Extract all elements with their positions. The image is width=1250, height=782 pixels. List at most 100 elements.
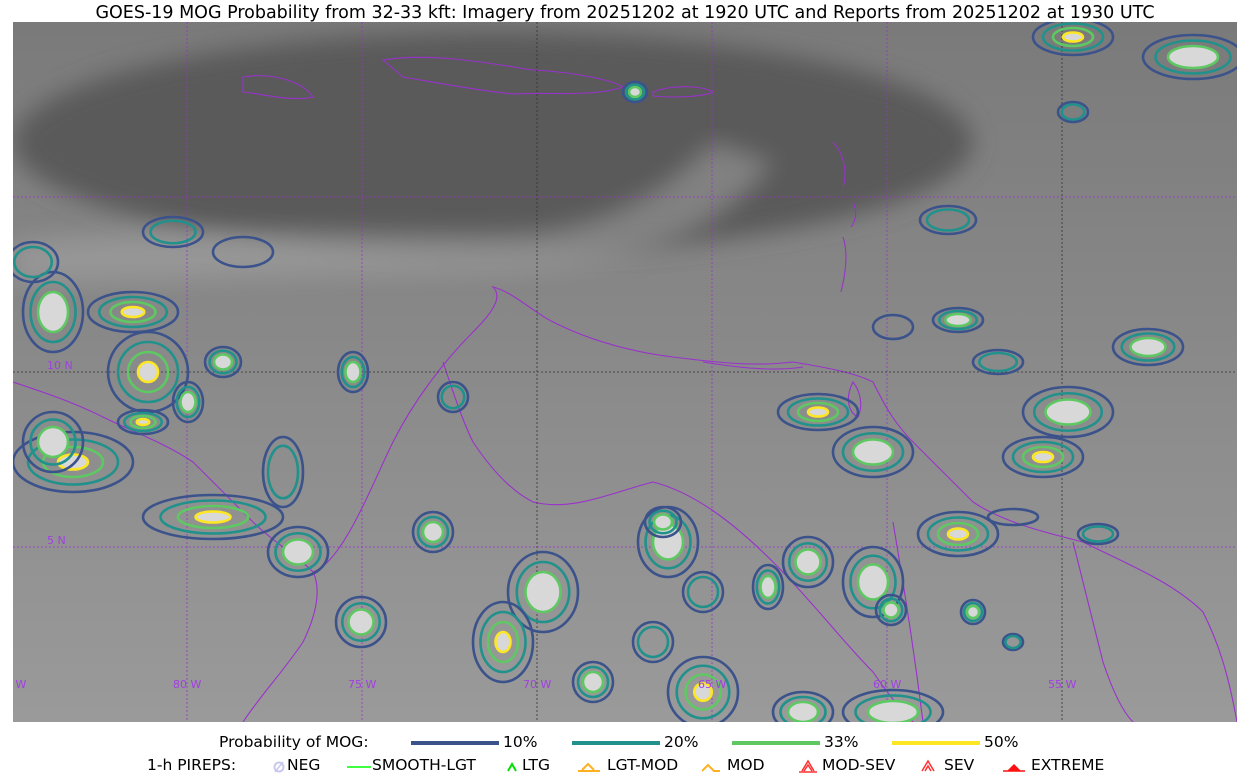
contour-10pct: [141, 215, 205, 249]
contour-20pct: [274, 531, 322, 573]
contour-33pct: [851, 438, 895, 466]
contour-10pct: [1001, 632, 1025, 652]
contour-33pct: [421, 520, 445, 544]
contour-20pct: [787, 541, 829, 583]
pireps-legend-label: 1-h PIREPS:: [147, 756, 237, 774]
contour-20pct: [648, 509, 678, 535]
contour-10pct: [261, 435, 305, 509]
mog-contours: [13, 22, 1237, 722]
contour-10pct: [1021, 385, 1115, 439]
contour-33pct: [176, 504, 250, 530]
coastlines: [13, 56, 1237, 722]
contour-33pct: [486, 620, 520, 664]
contour-50pct: [806, 406, 830, 418]
contour-33pct: [1051, 26, 1095, 48]
cloud-band: [13, 142, 773, 282]
contour-20pct: [755, 569, 781, 605]
legend-swatch-3: [892, 741, 980, 745]
contour-33pct: [524, 570, 562, 614]
contour-10pct: [411, 510, 455, 554]
contour-33pct: [627, 85, 643, 99]
contour-20pct: [1081, 525, 1115, 543]
neg-circle-icon: [273, 761, 285, 773]
contour-20pct: [97, 295, 169, 329]
contour-10pct: [916, 510, 1000, 558]
contour-20pct: [576, 665, 610, 699]
contour-20pct: [925, 208, 971, 232]
contour-20pct: [149, 219, 197, 245]
contour-20pct: [854, 694, 932, 722]
contour-10pct: [1031, 22, 1115, 57]
contour-20pct: [440, 384, 466, 410]
contour-50pct: [1031, 450, 1055, 464]
legend-swatch-2: [732, 741, 820, 745]
contour-20pct: [1120, 332, 1176, 362]
contour-10pct: [211, 235, 275, 269]
contour-20pct: [849, 554, 897, 610]
contour-10pct: [1111, 327, 1185, 367]
contour-10pct: [21, 270, 85, 354]
contour-10pct: [1141, 33, 1237, 81]
contour-33pct: [347, 608, 375, 636]
contour-10pct: [436, 380, 470, 414]
contour-10pct: [781, 535, 835, 589]
contour-10pct: [1076, 522, 1120, 546]
pirep-label: MOD-SEV: [822, 756, 896, 774]
contour-33pct: [652, 513, 674, 531]
contour-33pct: [129, 414, 157, 430]
filled-triangle-icon: [1003, 764, 1025, 772]
line-icon: [347, 766, 371, 768]
contour-50pct: [946, 527, 970, 541]
pirep-label: EXTREME: [1031, 756, 1105, 774]
contour-10pct: [21, 410, 85, 474]
contour-10pct: [266, 525, 330, 579]
contour-10pct: [681, 570, 725, 614]
contour-10pct: [874, 593, 908, 627]
contour-10pct: [86, 290, 180, 334]
contour-33pct: [796, 401, 840, 423]
latitude-label: 10 N: [47, 359, 73, 372]
contour-10pct: [336, 350, 370, 394]
contour-10pct: [203, 345, 243, 379]
contour-20pct: [878, 597, 904, 623]
longitude-label: 55 W: [1048, 678, 1076, 691]
contour-10pct: [841, 688, 945, 722]
legend-level-label: 20%: [664, 733, 699, 751]
contour-10pct: [13, 240, 60, 284]
contour-20pct: [340, 601, 382, 643]
contour-10pct: [931, 306, 985, 334]
contour-20pct: [340, 355, 366, 389]
contour-10pct: [471, 600, 535, 684]
contour-20pct: [479, 610, 527, 674]
contour-10pct: [621, 80, 649, 104]
double-caret-icon: [921, 759, 935, 772]
contour-33pct: [882, 601, 900, 619]
contour-20pct: [1032, 391, 1104, 433]
contour-10pct: [771, 690, 835, 722]
contour-20pct: [29, 418, 77, 466]
contour-20pct: [926, 516, 990, 552]
pirep-label: NEG: [287, 756, 321, 774]
contour-33pct: [179, 390, 197, 414]
contour-33pct: [866, 699, 920, 722]
latitude-label: 5 N: [47, 534, 66, 547]
contour-20pct: [1011, 440, 1075, 474]
contour-20pct: [786, 397, 850, 427]
contour-33pct: [684, 673, 722, 711]
contour-10pct: [831, 425, 915, 479]
contour-10pct: [959, 598, 987, 626]
caret-icon: [507, 761, 517, 772]
contour-50pct: [1061, 31, 1085, 43]
contour-33pct: [212, 353, 234, 371]
longitude-label: 60 W: [873, 678, 901, 691]
contour-33pct: [126, 350, 170, 394]
contour-33pct: [1021, 445, 1065, 469]
contour-33pct: [936, 521, 980, 547]
contour-33pct: [1166, 44, 1220, 70]
legend-swatch-0: [411, 741, 499, 745]
contour-10pct: [116, 408, 170, 436]
pirep-label: SEV: [944, 756, 975, 774]
caret-icon: [702, 763, 720, 772]
contour-50pct: [194, 510, 232, 524]
contour-10pct: [1056, 100, 1090, 124]
